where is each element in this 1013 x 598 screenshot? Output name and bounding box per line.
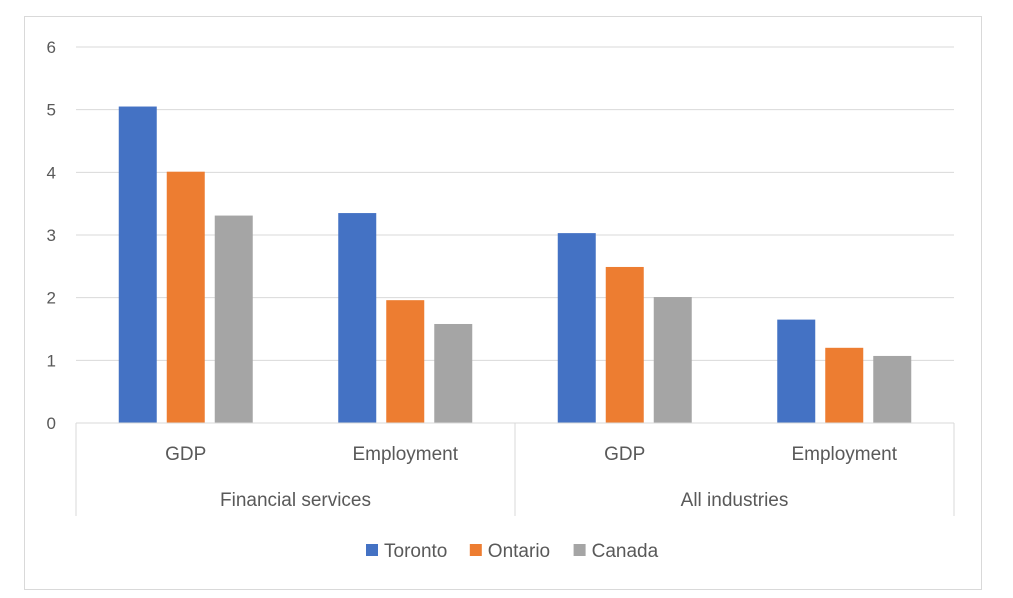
legend-swatch-ontario xyxy=(469,544,482,556)
legend-label: Ontario xyxy=(488,541,550,562)
group-label: Financial services xyxy=(220,490,371,511)
legend-label: Toronto xyxy=(384,541,447,562)
y-tick-label: 6 xyxy=(47,38,56,57)
y-tick-label: 4 xyxy=(47,163,56,182)
gridlines xyxy=(76,46,954,361)
bar-canada xyxy=(873,355,912,423)
y-tick-label: 3 xyxy=(47,226,56,245)
bar-ontario xyxy=(825,347,864,423)
legend: Toronto Ontario Canada xyxy=(366,541,659,562)
category-label: Employment xyxy=(791,444,897,465)
legend-label: Canada xyxy=(592,541,659,562)
bar-ontario xyxy=(605,266,644,423)
category-label: GDP xyxy=(165,444,206,465)
bar-toronto xyxy=(557,233,596,423)
bar-canada xyxy=(434,323,473,423)
bar-canada xyxy=(214,215,253,423)
y-tick-label: 5 xyxy=(47,101,56,120)
bar-ontario xyxy=(386,300,425,423)
bar-toronto xyxy=(338,213,377,423)
legend-swatch-canada xyxy=(573,544,586,556)
group-label: All industries xyxy=(681,490,789,511)
bar-canada xyxy=(653,297,692,423)
bar-toronto xyxy=(118,106,157,424)
bars xyxy=(118,106,912,424)
y-tick-label: 0 xyxy=(47,414,56,433)
category-axis: GDP Employment GDP Employment Financial serv… xyxy=(75,422,955,516)
y-tick-label: 2 xyxy=(47,289,56,308)
legend-swatch-toronto xyxy=(366,544,378,556)
y-axis-tick-labels: 0 1 2 3 4 5 6 xyxy=(47,38,56,433)
category-label: GDP xyxy=(604,444,645,465)
bar-toronto xyxy=(777,319,816,423)
bar-ontario xyxy=(166,171,205,423)
category-label: Employment xyxy=(352,444,458,465)
y-tick-label: 1 xyxy=(47,351,56,370)
